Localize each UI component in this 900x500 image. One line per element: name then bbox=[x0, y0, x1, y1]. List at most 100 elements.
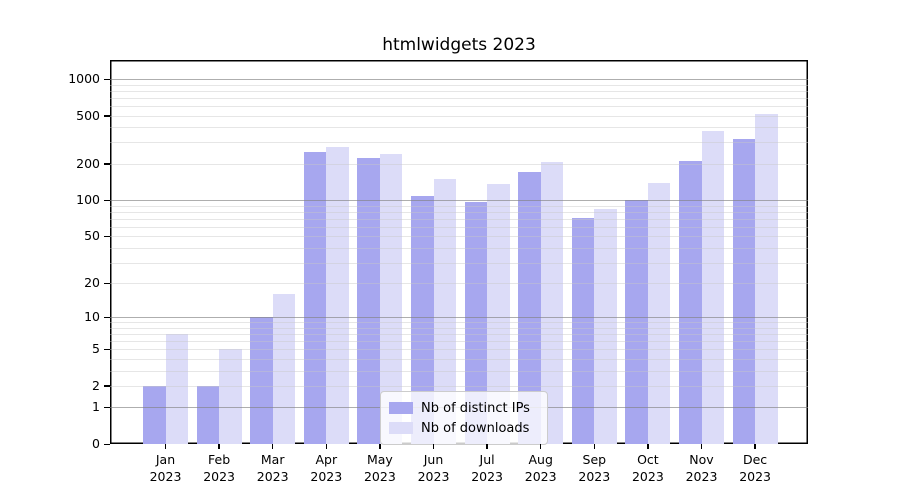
bar-distinct-ips bbox=[625, 200, 648, 444]
x-tick-mark bbox=[700, 444, 703, 449]
bar-distinct-ips bbox=[357, 158, 380, 444]
y-tick-label: 500 bbox=[76, 107, 100, 123]
legend-row: Nb of distinct IPs bbox=[389, 398, 537, 418]
y-tick-mark bbox=[104, 282, 110, 285]
bar-downloads bbox=[594, 208, 617, 444]
y-tick-label: 50 bbox=[84, 228, 100, 244]
bar-distinct-ips bbox=[518, 172, 541, 444]
x-tick-mark bbox=[218, 444, 220, 449]
minor-gridline bbox=[110, 115, 808, 117]
bar-downloads bbox=[379, 154, 403, 444]
y-tick-mark bbox=[104, 163, 110, 165]
bar-downloads bbox=[540, 162, 564, 444]
bar-distinct-ips bbox=[250, 317, 273, 444]
x-tick-label: Sep 2023 bbox=[578, 452, 611, 484]
minor-gridline bbox=[110, 84, 808, 86]
bar-distinct-ips bbox=[571, 218, 595, 444]
minor-gridline bbox=[110, 236, 808, 238]
minor-gridline bbox=[110, 341, 808, 343]
y-tick-mark bbox=[104, 235, 110, 238]
x-tick-mark bbox=[539, 444, 542, 449]
x-tick-mark bbox=[432, 444, 435, 449]
bar-distinct-ips bbox=[679, 161, 702, 444]
x-tick-mark bbox=[164, 444, 167, 449]
minor-gridline bbox=[110, 205, 808, 207]
y-tick-mark bbox=[104, 443, 110, 445]
x-tick-mark bbox=[379, 444, 381, 449]
bar-downloads bbox=[433, 178, 456, 444]
minor-gridline bbox=[110, 218, 808, 220]
legend-row: Nb of downloads bbox=[389, 418, 537, 438]
y-tick-label: 10 bbox=[84, 309, 100, 325]
legend-swatch-downloads bbox=[389, 422, 413, 434]
minor-gridline bbox=[110, 385, 808, 387]
x-tick-label: Jan 2023 bbox=[149, 452, 182, 484]
minor-gridline bbox=[110, 262, 808, 264]
major-gridline bbox=[110, 317, 808, 319]
minor-gridline bbox=[110, 349, 808, 351]
bar-downloads bbox=[701, 130, 724, 444]
x-tick-mark bbox=[325, 444, 328, 449]
bar-downloads bbox=[755, 114, 778, 444]
major-gridline bbox=[110, 200, 808, 202]
minor-gridline bbox=[110, 105, 808, 107]
y-tick-label: 1 bbox=[92, 399, 100, 415]
x-tick-mark bbox=[647, 444, 649, 449]
x-tick-label: May 2023 bbox=[363, 452, 396, 484]
x-tick-label: Jun 2023 bbox=[417, 452, 450, 484]
x-tick-mark bbox=[754, 444, 756, 449]
minor-gridline bbox=[110, 226, 808, 228]
y-tick-mark bbox=[104, 316, 110, 319]
legend-label-downloads: Nb of downloads bbox=[421, 420, 530, 436]
legend-label-distinct-ips: Nb of distinct IPs bbox=[421, 400, 530, 416]
y-tick-label: 0 bbox=[92, 436, 100, 451]
minor-gridline bbox=[110, 370, 808, 372]
minor-gridline bbox=[110, 127, 808, 129]
bar-downloads bbox=[326, 147, 349, 444]
minor-gridline bbox=[110, 142, 808, 144]
minor-gridline bbox=[110, 322, 808, 324]
x-tick-mark bbox=[486, 444, 488, 449]
y-tick-mark bbox=[104, 78, 110, 80]
bar-distinct-ips bbox=[303, 152, 327, 444]
y-tick-label: 5 bbox=[92, 341, 100, 357]
legend: Nb of distinct IPs Nb of downloads bbox=[380, 391, 548, 445]
bar-distinct-ips bbox=[196, 385, 220, 444]
minor-gridline bbox=[110, 358, 808, 360]
major-gridline bbox=[110, 79, 808, 80]
x-tick-label: Nov 2023 bbox=[685, 452, 718, 484]
x-tick-label: Mar 2023 bbox=[256, 452, 289, 484]
minor-gridline bbox=[110, 334, 808, 336]
bar-distinct-ips bbox=[411, 195, 434, 444]
y-tick-label: 1000 bbox=[68, 71, 100, 86]
x-tick-label: Feb 2023 bbox=[203, 452, 235, 484]
bar-downloads bbox=[165, 334, 188, 444]
x-tick-label: Jul 2023 bbox=[471, 452, 503, 484]
legend-swatch-distinct-ips bbox=[389, 402, 413, 414]
bar-downloads bbox=[272, 294, 296, 444]
x-tick-label: Dec 2023 bbox=[739, 452, 771, 484]
chart-title: htmlwidgets 2023 bbox=[382, 35, 536, 55]
bar-distinct-ips bbox=[732, 139, 756, 444]
x-tick-label: Aug 2023 bbox=[524, 452, 557, 484]
bar-distinct-ips bbox=[464, 201, 488, 444]
minor-gridline bbox=[110, 90, 808, 92]
minor-gridline bbox=[110, 211, 808, 213]
y-tick-label: 200 bbox=[76, 155, 100, 171]
x-tick-label: Apr 2023 bbox=[310, 452, 343, 484]
y-tick-mark bbox=[104, 406, 110, 409]
y-tick-mark bbox=[104, 385, 110, 387]
y-tick-label: 2 bbox=[92, 377, 100, 393]
minor-gridline bbox=[110, 327, 808, 329]
minor-gridline bbox=[110, 283, 808, 285]
bar-downloads bbox=[487, 183, 510, 444]
bar-distinct-ips bbox=[143, 385, 166, 444]
y-tick-label: 20 bbox=[84, 275, 100, 291]
x-tick-label: Oct 2023 bbox=[631, 452, 664, 484]
y-tick-label: 100 bbox=[76, 192, 100, 208]
y-tick-mark bbox=[104, 199, 110, 202]
minor-gridline bbox=[110, 97, 808, 99]
minor-gridline bbox=[110, 247, 808, 249]
y-tick-mark bbox=[104, 348, 110, 351]
